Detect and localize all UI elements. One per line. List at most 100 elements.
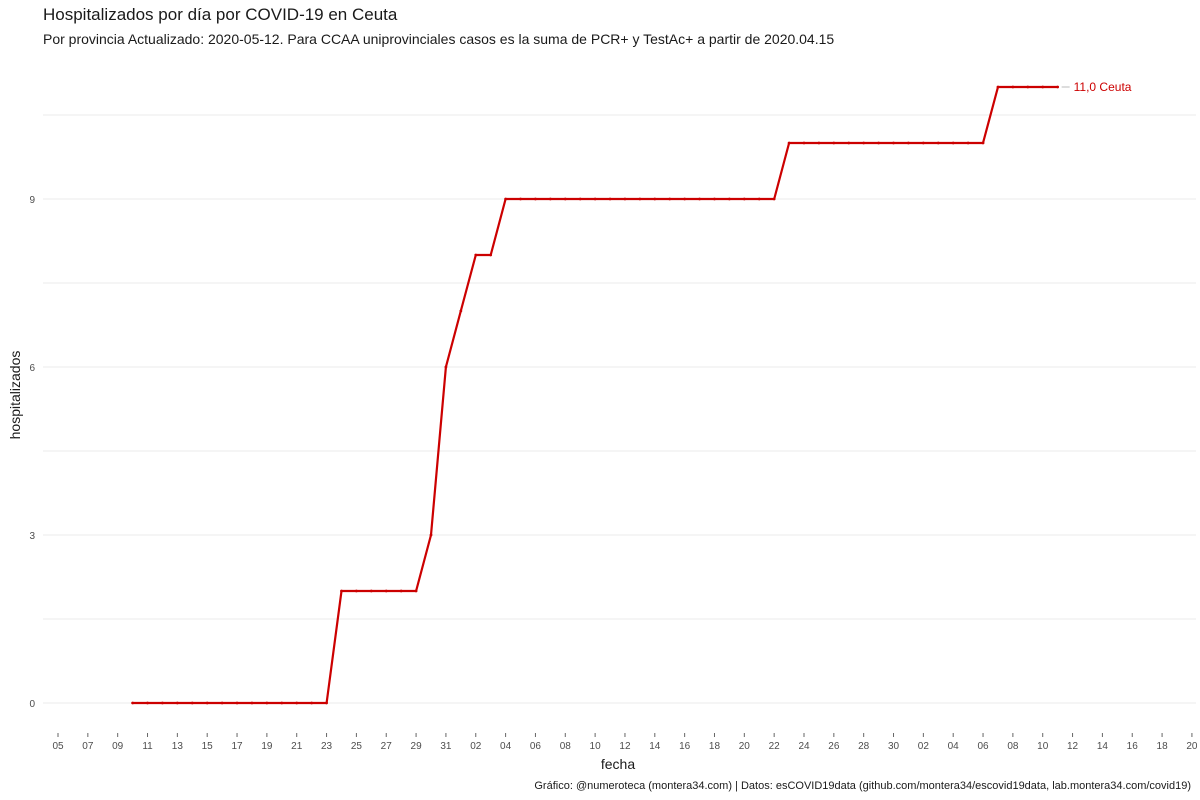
data-point bbox=[235, 701, 239, 705]
x-tick-label: 22 bbox=[769, 741, 781, 752]
data-point bbox=[325, 701, 328, 705]
x-tick-label: 16 bbox=[1127, 741, 1139, 752]
data-point bbox=[355, 589, 358, 593]
x-tick-label: 10 bbox=[1037, 741, 1049, 752]
x-tick-label: 08 bbox=[1007, 741, 1019, 752]
data-point bbox=[429, 533, 433, 537]
data-point bbox=[757, 197, 761, 201]
data-point bbox=[280, 701, 284, 705]
x-tick-label: 20 bbox=[739, 741, 751, 752]
data-point bbox=[862, 141, 866, 145]
series-layer: 11,0 Ceuta bbox=[131, 80, 1132, 705]
data-point bbox=[161, 701, 164, 705]
x-tick-label: 17 bbox=[231, 741, 243, 752]
data-point bbox=[519, 197, 522, 201]
x-tick-label: 09 bbox=[112, 741, 124, 752]
x-tick-label: 31 bbox=[440, 741, 452, 752]
x-tick-label: 16 bbox=[679, 741, 691, 752]
data-point bbox=[563, 197, 567, 201]
data-point bbox=[1056, 85, 1060, 89]
data-point bbox=[250, 701, 254, 705]
x-tick-label: 27 bbox=[381, 741, 393, 752]
x-tick-label: 29 bbox=[411, 741, 423, 752]
data-point bbox=[832, 141, 836, 145]
data-point bbox=[1026, 85, 1030, 89]
x-tick-label: 28 bbox=[858, 741, 870, 752]
y-tick-label: 6 bbox=[29, 363, 35, 374]
chart-title: Hospitalizados por día por COVID-19 en C… bbox=[43, 5, 398, 24]
data-point bbox=[683, 197, 687, 201]
x-tick-label: 12 bbox=[1067, 741, 1079, 752]
data-point bbox=[205, 701, 209, 705]
data-point bbox=[608, 197, 612, 201]
data-point bbox=[295, 701, 299, 705]
data-point bbox=[817, 141, 821, 145]
data-point bbox=[847, 141, 851, 145]
data-point bbox=[1041, 85, 1045, 89]
x-tick-label: 06 bbox=[530, 741, 542, 752]
data-point bbox=[966, 141, 970, 145]
x-tick-label: 07 bbox=[82, 741, 94, 752]
x-tick-label: 02 bbox=[470, 741, 482, 752]
data-point bbox=[996, 85, 1000, 89]
y-axis-label: hospitalizados bbox=[7, 351, 23, 440]
data-point bbox=[951, 141, 955, 145]
data-point bbox=[623, 197, 627, 201]
x-tick-label: 14 bbox=[1097, 741, 1109, 752]
data-point bbox=[653, 197, 657, 201]
x-tick-label: 23 bbox=[321, 741, 333, 752]
data-point bbox=[310, 701, 314, 705]
data-point bbox=[131, 701, 135, 705]
x-tick-label: 24 bbox=[798, 741, 810, 752]
data-point bbox=[474, 253, 478, 257]
data-point bbox=[772, 197, 776, 201]
data-point bbox=[921, 141, 925, 145]
x-tick-label: 02 bbox=[918, 741, 930, 752]
data-point bbox=[504, 197, 507, 201]
data-point bbox=[981, 141, 985, 145]
data-point bbox=[892, 141, 895, 145]
data-point bbox=[340, 589, 343, 593]
x-tick-label: 05 bbox=[52, 741, 64, 752]
chart-subtitle: Por provincia Actualizado: 2020-05-12. P… bbox=[43, 31, 835, 47]
data-point bbox=[698, 197, 701, 201]
x-tick-label: 04 bbox=[500, 741, 512, 752]
data-point bbox=[668, 197, 672, 201]
data-point bbox=[175, 701, 179, 705]
y-tick-label: 0 bbox=[29, 699, 35, 710]
data-point bbox=[444, 365, 448, 369]
chart-caption: Gráfico: @numeroteca (montera34.com) | D… bbox=[534, 780, 1191, 792]
x-tick-label: 30 bbox=[888, 741, 900, 752]
x-tick-label: 04 bbox=[948, 741, 960, 752]
data-point bbox=[220, 701, 224, 705]
x-tick-label: 20 bbox=[1186, 741, 1198, 752]
y-tick-label: 3 bbox=[29, 531, 35, 542]
data-point bbox=[1011, 85, 1015, 89]
data-point bbox=[384, 589, 388, 593]
series-end-label: 11,0 Ceuta bbox=[1074, 80, 1132, 94]
data-point bbox=[459, 309, 463, 313]
x-tick-label: 12 bbox=[619, 741, 631, 752]
x-tick-label: 11 bbox=[142, 741, 153, 752]
data-point bbox=[399, 589, 403, 593]
series-line-ceuta bbox=[132, 85, 1058, 705]
data-point bbox=[728, 197, 731, 201]
data-point bbox=[936, 141, 940, 145]
x-tick-label: 19 bbox=[261, 741, 273, 752]
x-axis-ticks: 05 07 09 11 13 15 17 19 21 23 25 27 29 31 02 04 06 08 10 12… bbox=[52, 733, 1198, 752]
x-tick-label: 18 bbox=[709, 741, 721, 752]
data-point bbox=[190, 701, 194, 705]
x-tick-label: 26 bbox=[828, 741, 840, 752]
x-tick-label: 06 bbox=[977, 741, 989, 752]
data-point bbox=[638, 197, 642, 201]
data-point bbox=[414, 589, 418, 593]
data-point bbox=[534, 197, 537, 201]
x-tick-label: 14 bbox=[649, 741, 661, 752]
x-tick-label: 18 bbox=[1157, 741, 1169, 752]
x-tick-label: 13 bbox=[172, 741, 184, 752]
x-tick-label: 15 bbox=[202, 741, 214, 752]
data-point bbox=[489, 253, 493, 257]
data-point bbox=[593, 197, 597, 201]
x-axis-label: fecha bbox=[601, 756, 635, 772]
